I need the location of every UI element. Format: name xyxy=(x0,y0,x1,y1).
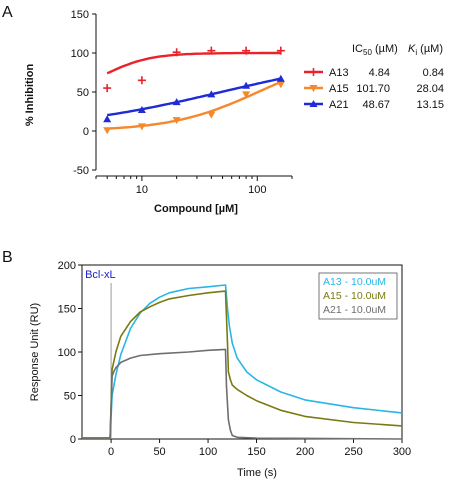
panel-a-fit-curve-a21 xyxy=(107,77,282,117)
panel-b-y-tick-label: 150 xyxy=(58,304,76,316)
panel-b-y-tick-label: 100 xyxy=(58,347,76,359)
panel-a-y-tick-label: -50 xyxy=(73,165,89,177)
panel-a-y-axis-title: % Inhibition xyxy=(24,64,36,127)
panel-a-point-a21 xyxy=(242,81,251,89)
panel-a-point-a13 xyxy=(172,48,181,57)
panel-a-ki-value: 13.15 xyxy=(416,99,444,111)
panel-a: A -50 0 50 100 150 10 100 % Inhibition Compoun… xyxy=(2,4,444,215)
panel-a-point-a15 xyxy=(207,111,216,119)
panel-b-x-tick-label: 150 xyxy=(247,446,265,458)
panel-a-point-a13 xyxy=(137,76,146,85)
panel-a-y-tick-label: 0 xyxy=(83,126,89,138)
panel-a-x-tick-label: 10 xyxy=(136,184,148,196)
panel-a-point-a15 xyxy=(103,127,112,135)
panel-a-point-a21 xyxy=(276,74,285,82)
panel-a-plot: -50 0 50 100 150 10 100 xyxy=(71,9,293,196)
panel-a-point-a21 xyxy=(103,115,112,123)
panel-a-point-a15 xyxy=(276,81,285,89)
panel-a-fit-curve-a13 xyxy=(106,51,281,75)
panel-a-table-header-ic50: IC50 (µM) xyxy=(352,43,398,57)
panel-a-ki-value: 28.04 xyxy=(416,83,444,95)
panel-a-legend: IC50 (µM) Ki (µM) A13 4.84 0.84 A15 101.70 28.0… xyxy=(304,43,444,111)
panel-b-legend-entry: A21 - 10.0uM xyxy=(323,304,386,316)
panel-a-y-tick-label: 50 xyxy=(77,87,89,99)
panel-b: B 0 50 100 150 200 0 50 100 150 200 250 300 Bcl-xL A1… xyxy=(2,249,411,479)
panel-b-x-tick-label: 300 xyxy=(393,446,411,458)
panel-a-ic50-value: 4.84 xyxy=(369,67,390,79)
panel-a-table-header-ki: Ki (µM) xyxy=(408,43,443,57)
panel-a-fit-curve-a15 xyxy=(107,80,282,130)
panel-a-point-a21 xyxy=(137,105,146,113)
panel-b-legend-entry: A13 - 10.0uM xyxy=(323,276,386,288)
panel-b-x-tick-label: 250 xyxy=(344,446,362,458)
panel-b-label: B xyxy=(2,249,13,266)
panel-a-y-tick-label: 100 xyxy=(71,48,89,60)
panel-a-point-a13 xyxy=(242,46,251,55)
panel-a-point-a21 xyxy=(172,98,181,106)
panel-a-legend-marker-a15 xyxy=(309,85,318,92)
panel-a-point-a13 xyxy=(103,84,112,93)
panel-b-legend-entry: A15 - 10.0uM xyxy=(323,290,386,302)
panel-a-point-a15 xyxy=(172,117,181,125)
panel-a-point-a13 xyxy=(276,46,285,55)
panel-b-series-line-2 xyxy=(82,290,403,439)
panel-b-x-tick-label: 50 xyxy=(153,446,165,458)
panel-a-y-tick-label: 150 xyxy=(71,9,89,21)
panel-a-point-a15 xyxy=(137,123,146,131)
panel-b-x-tick-label: 100 xyxy=(199,446,217,458)
panel-a-label: A xyxy=(2,4,13,21)
panel-a-ic50-value: 48.67 xyxy=(362,99,390,111)
panel-a-legend-name: A21 xyxy=(329,99,349,111)
panel-a-ki-value: 0.84 xyxy=(423,67,444,79)
panel-a-x-tick-label: 100 xyxy=(248,184,266,196)
panel-b-x-tick-label: 0 xyxy=(108,446,114,458)
panel-b-x-axis-title: Time (s) xyxy=(237,467,277,479)
panel-a-point-a21 xyxy=(207,90,216,98)
panel-a-point-a13 xyxy=(207,46,216,55)
panel-b-series-line-1 xyxy=(82,284,403,439)
panel-b-x-tick-label: 200 xyxy=(296,446,314,458)
panel-b-plot: 0 50 100 150 200 0 50 100 150 200 250 300 Bcl-xL A13 … xyxy=(58,260,412,458)
panel-b-y-tick-label: 50 xyxy=(64,391,76,403)
panel-a-point-a15 xyxy=(242,91,251,99)
panel-a-legend-marker-a13 xyxy=(309,68,318,76)
panel-a-x-axis-title: Compound [µM] xyxy=(154,203,238,215)
panel-b-y-tick-label: 0 xyxy=(70,434,76,446)
panel-a-ic50-value: 101.70 xyxy=(356,83,390,95)
panel-a-legend-name: A13 xyxy=(329,67,349,79)
panel-b-legend-box xyxy=(318,272,398,320)
panel-a-legend-name: A15 xyxy=(329,83,349,95)
panel-b-y-axis-title: Response Unit (RU) xyxy=(29,303,41,401)
panel-b-series-line-3 xyxy=(82,348,403,440)
panel-b-annotation: Bcl-xL xyxy=(85,269,116,281)
panel-a-legend-marker-a21 xyxy=(309,100,318,107)
panel-b-y-tick-label: 200 xyxy=(58,260,76,272)
